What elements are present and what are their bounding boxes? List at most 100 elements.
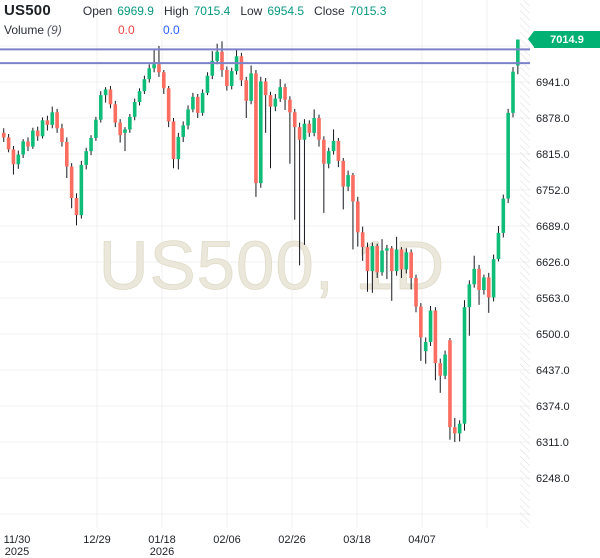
price-tick-label: 6752.0 [536, 185, 570, 197]
candle-up [79, 164, 84, 216]
candle-up [511, 71, 515, 113]
candle-down [69, 166, 74, 198]
candle-down [453, 427, 457, 434]
candle-down [409, 252, 413, 278]
candle-up [142, 79, 147, 92]
candle-down [292, 112, 297, 128]
candle-down [322, 139, 326, 164]
candle-down [317, 118, 321, 140]
indicator-value-red: 0.0 [118, 23, 135, 37]
candle-down [74, 198, 79, 216]
candle-up [210, 60, 215, 76]
candle-up [128, 116, 132, 130]
candle-up [472, 268, 476, 285]
open-value: 6969.9 [117, 4, 154, 18]
price-tick-label: 6563.0 [536, 293, 570, 305]
candle-down [438, 363, 443, 376]
indicator-row[interactable]: Volume (9) 0.0 0.0 [4, 23, 396, 37]
candle-up [278, 87, 282, 99]
candle-up [467, 284, 472, 308]
candle-up [496, 232, 501, 260]
candle-up [200, 92, 205, 113]
candle-down [26, 141, 30, 147]
candle-up [259, 81, 263, 184]
candle-down [477, 268, 481, 290]
candle-up [16, 154, 21, 165]
candle-down [283, 87, 287, 100]
date-tick-label: 03/18 [343, 534, 371, 546]
candle-down [157, 64, 161, 73]
price-tick-label: 6626.0 [536, 257, 570, 269]
candle-up [123, 129, 127, 133]
last-price-badge: 7014.9 [528, 31, 600, 48]
price-tick-label: 6815.0 [536, 149, 570, 161]
candle-up [50, 112, 55, 125]
price-tick-label: 6374.0 [536, 401, 570, 413]
candle-up [380, 250, 384, 273]
candle-down [35, 130, 40, 137]
candle-down [108, 89, 113, 105]
candle-up [137, 91, 142, 102]
close-value: 7015.3 [349, 4, 387, 18]
candle-up [482, 277, 486, 290]
candle-down [11, 149, 16, 165]
candle-down [225, 70, 229, 86]
candle-up [40, 120, 45, 137]
future-area-hatch [520, 0, 530, 528]
horizontal-price-lines[interactable] [0, 48, 530, 65]
candle-up [147, 68, 152, 80]
candle-up [506, 112, 510, 199]
candle-up [152, 64, 156, 69]
candle-up [326, 151, 331, 164]
candle-down [360, 232, 365, 248]
chart-legend[interactable]: US500 Open 6969.9 High 7015.4 Low 6954.5… [4, 2, 396, 37]
candle-down [351, 175, 355, 202]
candle-down [375, 246, 379, 273]
candle-down [113, 104, 118, 123]
indicator-name[interactable]: Volume [4, 23, 45, 37]
price-tick-label: 6248.0 [536, 473, 570, 485]
price-tick-label: 6311.0 [536, 437, 569, 449]
price-tick-label: 6437.0 [536, 365, 570, 377]
candle-down [118, 122, 122, 136]
candles [1, 39, 520, 442]
candle-down [419, 306, 423, 338]
price-tick-label: 6689.0 [536, 221, 570, 233]
open-label: Open [82, 4, 113, 18]
candle-up [229, 71, 234, 86]
candle-down [365, 247, 370, 272]
candle-up [249, 73, 253, 101]
price-axis[interactable]: 6941.0 6878.0 6815.0 6752.0 6689.0 6626.0 6563… [536, 77, 570, 485]
candle-up [462, 307, 467, 424]
date-tick-label: 11/30 [4, 534, 31, 546]
candle-up [385, 248, 389, 251]
candle-up [443, 354, 447, 376]
candle-up [370, 246, 375, 272]
date-tick-year: 2025 [5, 546, 29, 558]
candle-down [55, 112, 59, 129]
symbol-name[interactable]: US500 [4, 2, 51, 19]
candle-down [244, 80, 249, 101]
candle-up [491, 259, 496, 298]
candle-down [162, 72, 166, 89]
candle-up [428, 310, 433, 342]
candle-down [341, 160, 346, 187]
candle-down [254, 73, 258, 184]
candle-up [176, 136, 181, 160]
candle-up [21, 141, 25, 155]
candle-down [166, 88, 171, 122]
high-label: High [163, 4, 189, 18]
candle-down [45, 120, 50, 125]
candle-down [336, 140, 341, 161]
candle-down [356, 201, 360, 233]
candle-up [394, 249, 399, 272]
candle-down [268, 95, 273, 107]
symbol-ohlc-row: US500 Open 6969.9 High 7015.4 Low 6954.5… [4, 2, 396, 19]
date-tick-label: 02/06 [213, 534, 241, 546]
candle-down [399, 249, 404, 270]
candle-up [457, 423, 462, 434]
candle-up [31, 130, 35, 147]
